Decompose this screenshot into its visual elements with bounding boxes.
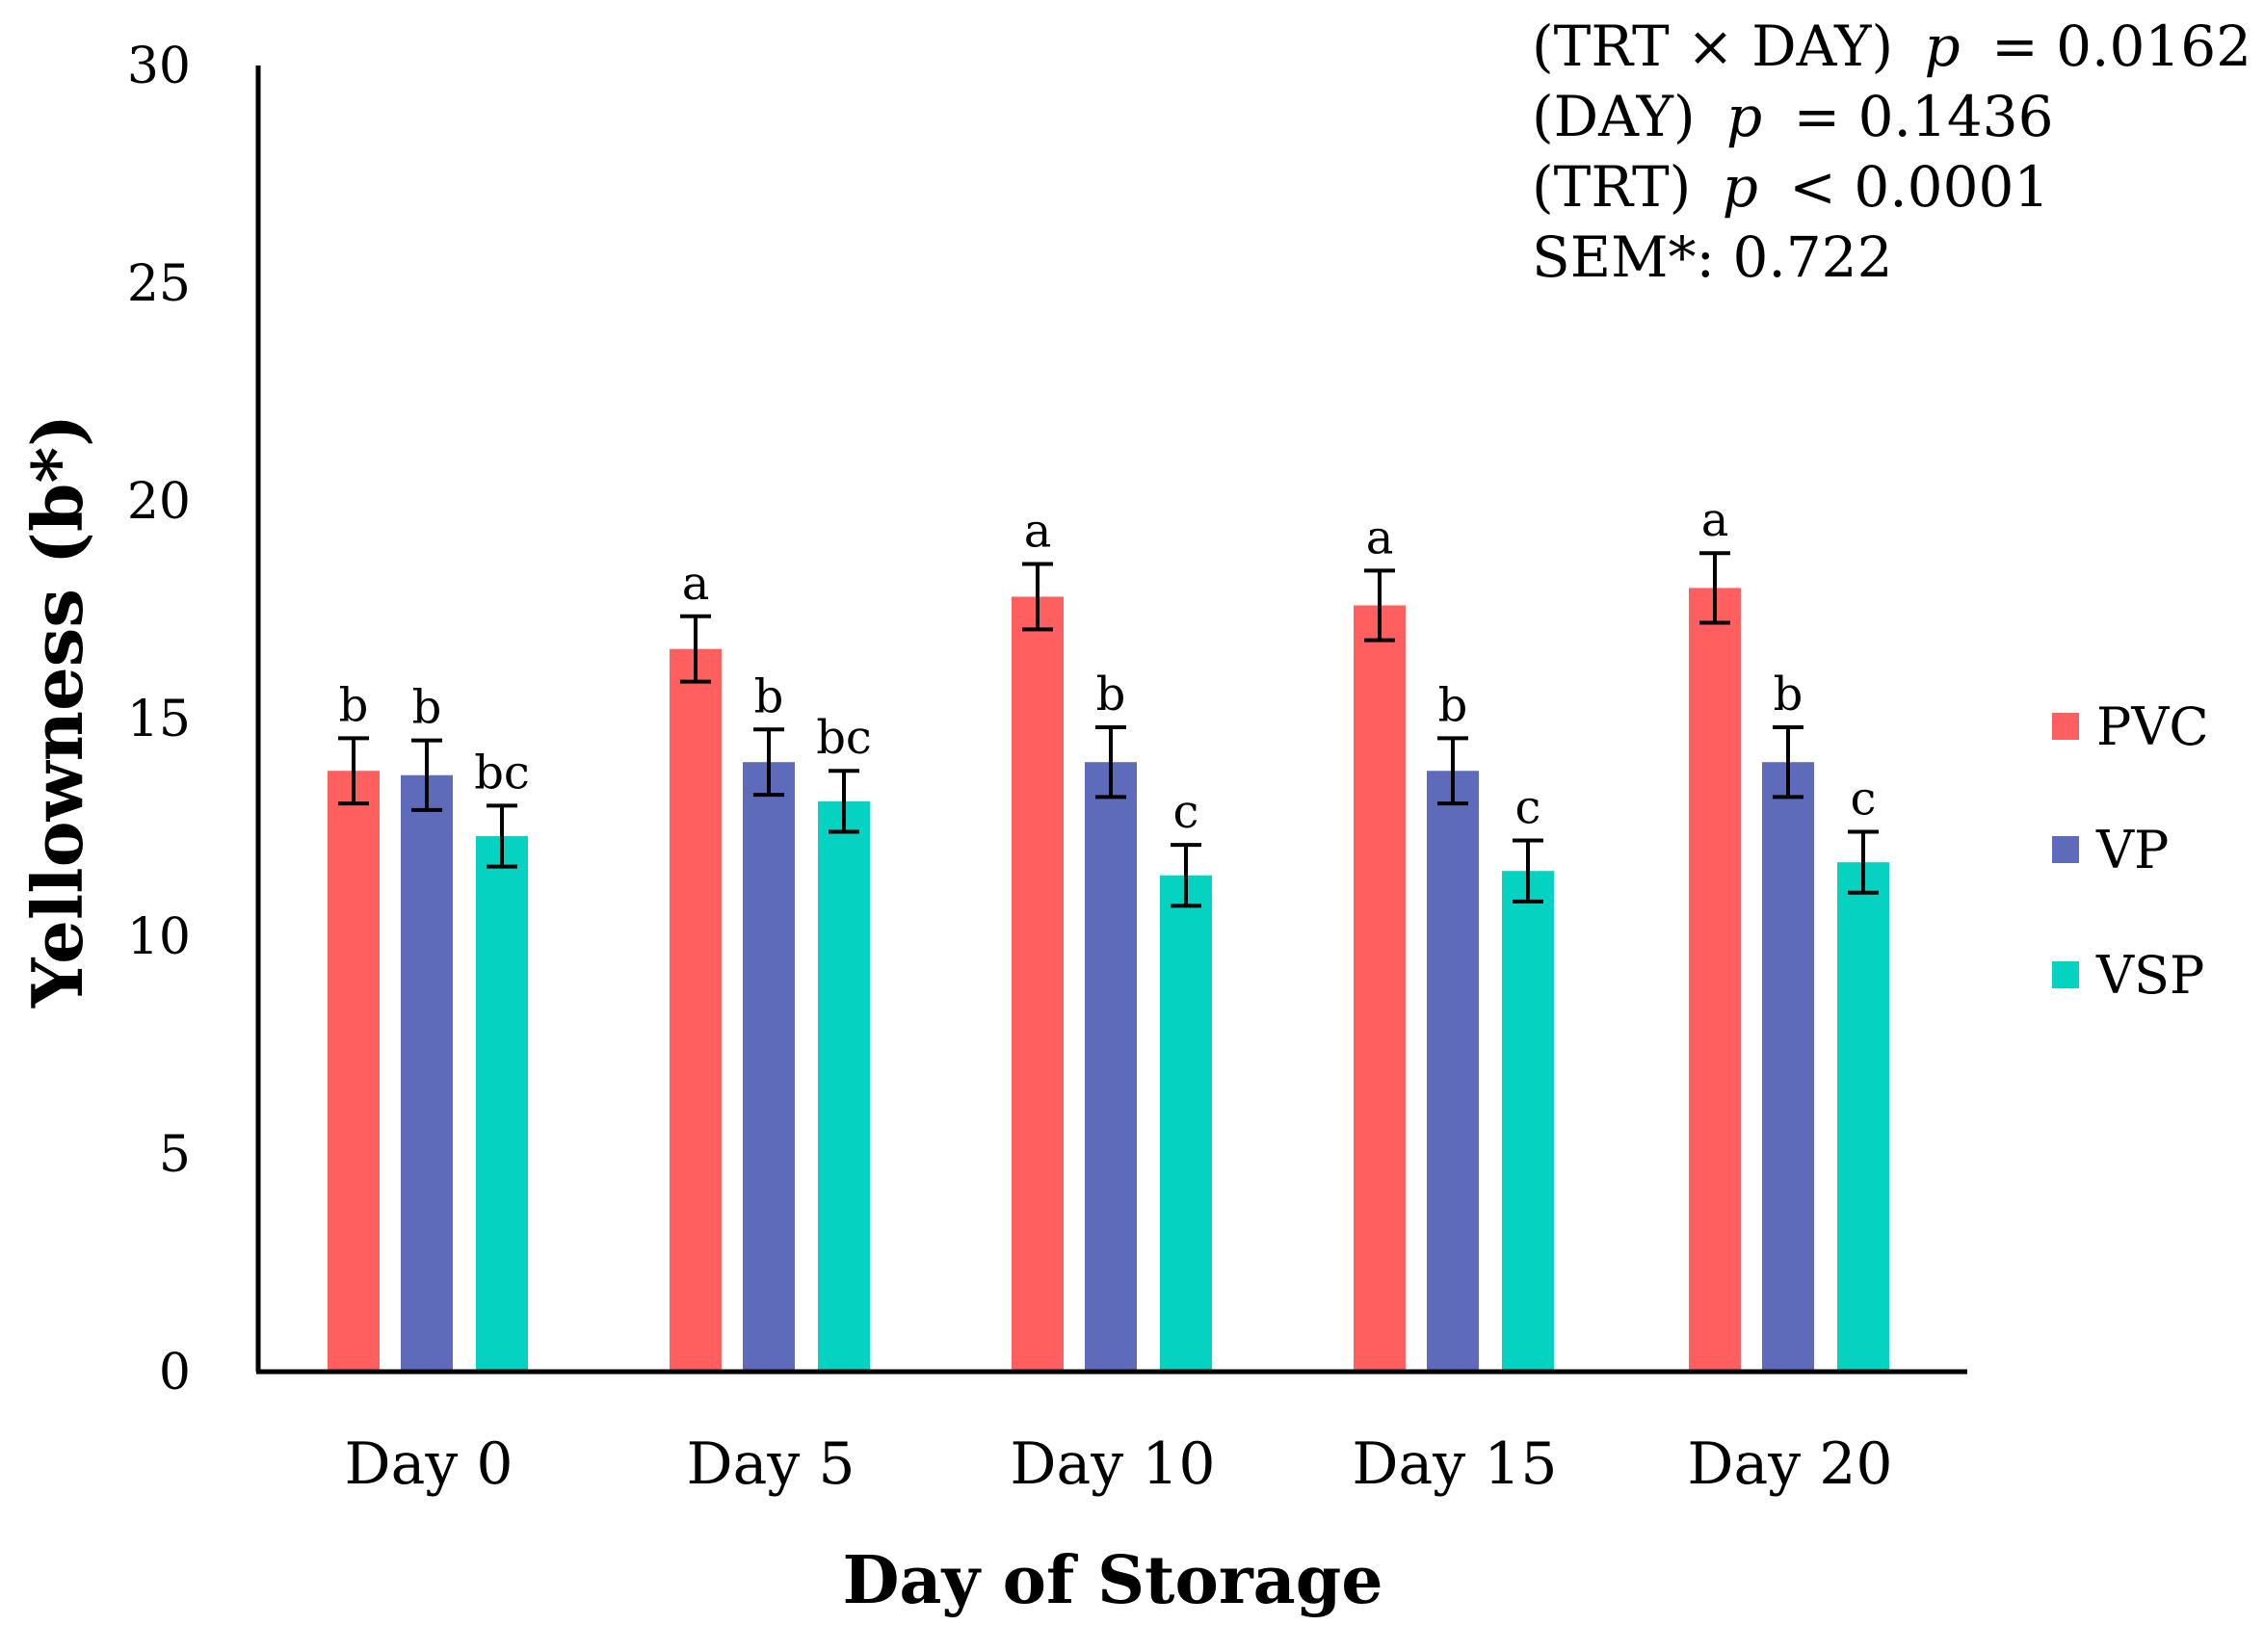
bar-pvc-day-0 xyxy=(328,771,380,1372)
error-bar-pvc-day-20 xyxy=(1699,551,1730,625)
sig-letter-vp-day-5: b xyxy=(754,669,784,723)
y-tick-label-25: 25 xyxy=(127,255,191,313)
error-bar-vsp-day-5 xyxy=(829,769,859,834)
legend-item-vp: VP xyxy=(2052,820,2169,880)
stat-trt: (TRT) p < 0.0001 xyxy=(1532,154,2049,220)
stat-trt-p: p xyxy=(1723,154,1758,220)
bar-vp-day-20 xyxy=(1762,762,1814,1372)
bar-vp-day-0 xyxy=(401,774,453,1372)
y-tick-labels: 0 5 10 15 20 25 30 xyxy=(127,38,191,1402)
y-axis-title: Yellowness (b*) xyxy=(16,414,98,1009)
y-tick-label-0: 0 xyxy=(159,1344,191,1402)
error-bar-vsp-day-0 xyxy=(487,803,517,869)
stat-trt-value: < 0.0001 xyxy=(1789,154,2049,220)
legend-label-vsp: VSP xyxy=(2095,945,2204,1006)
sig-letter-vsp-day-15: c xyxy=(1515,781,1541,835)
x-category-label-day-10: Day 10 xyxy=(1010,1430,1215,1498)
x-category-label-day-5: Day 5 xyxy=(686,1430,855,1498)
y-tick-label-30: 30 xyxy=(127,38,191,95)
stat-trt-day: (TRT × DAY) p = 0.0162 xyxy=(1532,13,2251,79)
error-bar-vp-day-15 xyxy=(1437,736,1468,806)
legend-label-vp: VP xyxy=(2095,820,2169,880)
x-axis-title: Day of Storage xyxy=(842,1542,1382,1619)
x-category-label-day-0: Day 0 xyxy=(344,1430,513,1498)
error-bar-vsp-day-10 xyxy=(1171,843,1201,908)
x-category-label-day-15: Day 15 xyxy=(1352,1430,1557,1498)
error-bar-vp-day-20 xyxy=(1773,725,1803,800)
error-bar-vp-day-5 xyxy=(753,727,784,798)
y-tick-label-5: 5 xyxy=(159,1126,191,1184)
sig-letter-pvc-day-10: a xyxy=(1024,505,1052,559)
legend-item-pvc: PVC xyxy=(2052,696,2209,757)
bar-vp-day-10 xyxy=(1085,762,1137,1372)
stat-day-p: p xyxy=(1726,84,1762,149)
bar-vsp-day-20 xyxy=(1837,862,1889,1372)
legend-label-pvc: PVC xyxy=(2096,696,2209,757)
bar-vsp-day-15 xyxy=(1502,871,1554,1372)
y-tick-label-10: 10 xyxy=(127,908,191,966)
stat-day: (DAY) p = 0.1436 xyxy=(1532,84,2054,149)
y-tick-label-15: 15 xyxy=(127,691,191,748)
sig-letter-pvc-day-15: a xyxy=(1366,511,1394,564)
legend-swatch-pvc xyxy=(2052,713,2079,740)
bar-vsp-day-0 xyxy=(476,836,528,1372)
legend-item-vsp: VSP xyxy=(2052,945,2204,1006)
bar-pvc-day-5 xyxy=(670,648,722,1372)
sig-letter-vp-day-20: b xyxy=(1774,668,1803,721)
error-bars-layer xyxy=(338,551,1879,908)
sig-letter-vsp-day-20: c xyxy=(1851,773,1877,826)
stat-trt-day-label: (TRT × DAY) xyxy=(1532,13,1893,79)
bar-pvc-day-15 xyxy=(1354,605,1406,1372)
sig-letter-vsp-day-0: bc xyxy=(474,746,530,800)
stat-trt-label: (TRT) xyxy=(1532,154,1691,220)
bar-pvc-day-10 xyxy=(1012,596,1064,1372)
stat-trt-day-value: = 0.0162 xyxy=(1991,13,2251,79)
sig-letter-vp-day-10: b xyxy=(1096,668,1126,721)
error-bar-vsp-day-15 xyxy=(1513,838,1543,904)
legend: PVC VP VSP xyxy=(2052,696,2209,1006)
stat-sem: SEM*: 0.722 xyxy=(1532,224,1892,290)
bar-vsp-day-5 xyxy=(818,800,870,1372)
sig-letter-pvc-day-5: a xyxy=(682,557,710,611)
error-bar-pvc-day-10 xyxy=(1022,562,1053,632)
statistics-annotation: (TRT × DAY) p = 0.0162 (DAY) p = 0.1436 … xyxy=(1532,13,2251,290)
axes-layer xyxy=(255,66,1967,1375)
legend-swatch-vsp xyxy=(2052,961,2079,988)
error-bar-vsp-day-20 xyxy=(1848,829,1879,895)
x-category-label-day-20: Day 20 xyxy=(1687,1430,1892,1498)
error-bar-pvc-day-0 xyxy=(338,736,369,806)
stat-day-label: (DAY) xyxy=(1532,84,1696,149)
sig-letter-vp-day-0: b xyxy=(412,681,442,735)
sig-letter-pvc-day-20: a xyxy=(1701,493,1729,547)
sig-letter-vsp-day-10: c xyxy=(1173,785,1199,839)
stat-day-value: = 0.1436 xyxy=(1794,84,2054,149)
x-category-labels: Day 0 Day 5 Day 10 Day 15 Day 20 xyxy=(344,1430,1892,1498)
stat-trt-day-p: p xyxy=(1925,13,1961,79)
bar-pvc-day-20 xyxy=(1689,588,1741,1372)
bar-vsp-day-10 xyxy=(1160,875,1212,1372)
legend-swatch-vp xyxy=(2052,836,2079,863)
sig-letter-pvc-day-0: b xyxy=(339,678,369,732)
error-bar-pvc-day-15 xyxy=(1364,568,1395,642)
error-bar-vp-day-10 xyxy=(1095,725,1126,800)
y-tick-label-20: 20 xyxy=(127,473,191,531)
bar-vp-day-15 xyxy=(1427,771,1479,1372)
sig-letter-vsp-day-5: bc xyxy=(816,711,872,765)
error-bar-pvc-day-5 xyxy=(680,614,711,684)
bars-layer xyxy=(328,588,1889,1372)
error-bar-vp-day-0 xyxy=(411,738,442,812)
sig-letter-vp-day-15: b xyxy=(1438,678,1468,732)
bar-vp-day-5 xyxy=(743,762,795,1372)
